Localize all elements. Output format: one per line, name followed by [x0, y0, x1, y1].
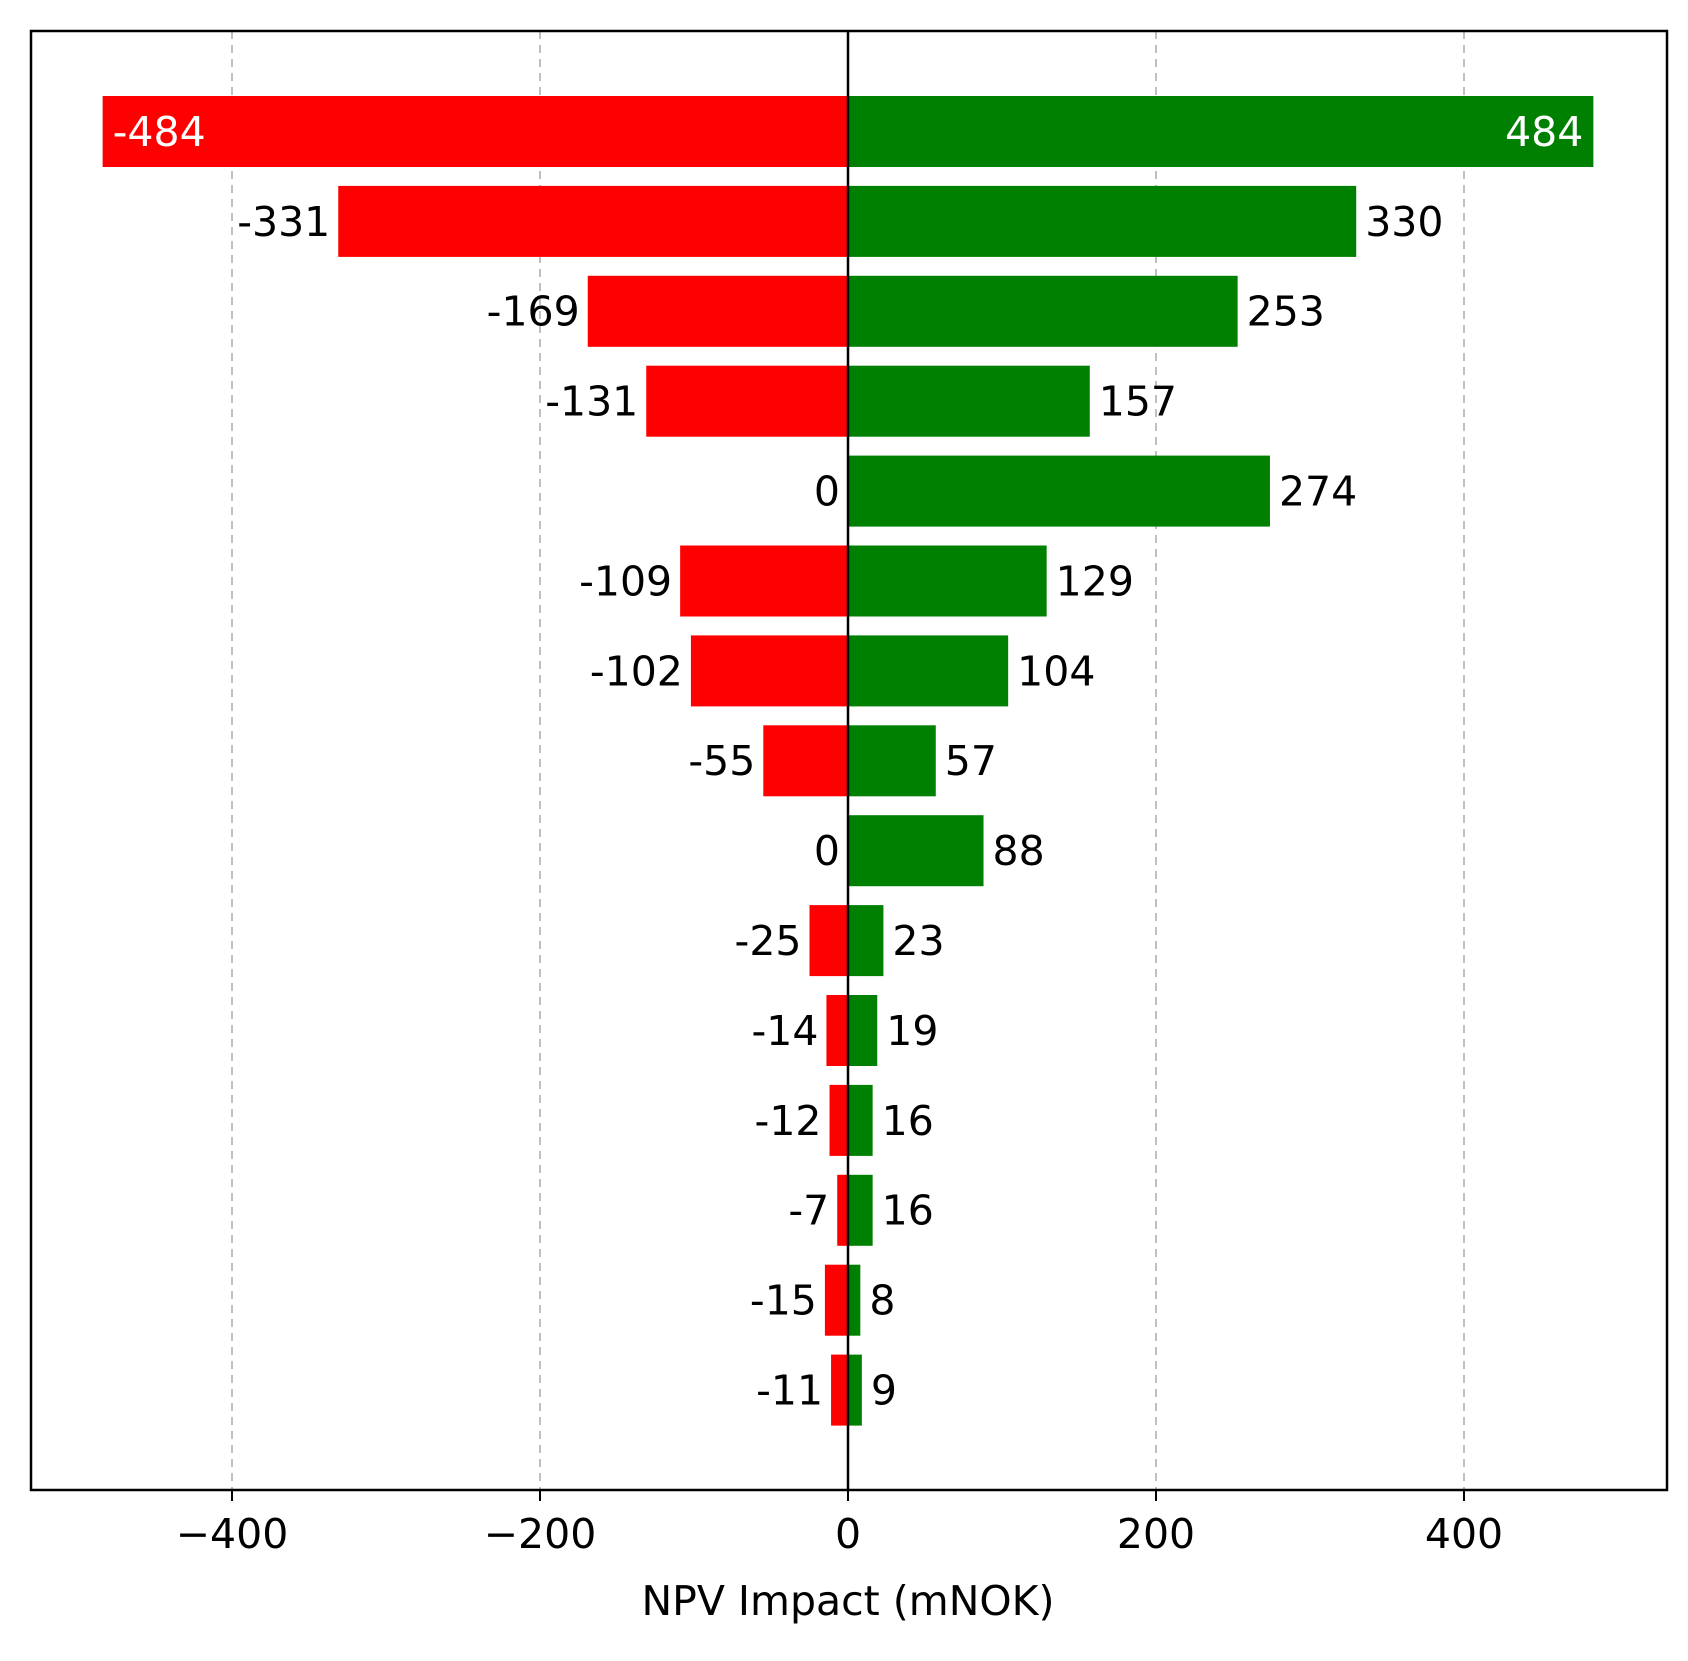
- low-value-label: -15: [750, 1277, 817, 1325]
- label-layer: -484 484 -331 330 -169 253 -131 157 0 274 -109 129 -…: [113, 108, 1584, 1415]
- high-value-label: 129: [1056, 557, 1134, 605]
- low-case-bar: [690, 635, 848, 707]
- low-value-label: -331: [237, 198, 330, 246]
- low-case-bar: [829, 1084, 848, 1156]
- x-axis-title: NPV Impact (mNOK): [641, 1577, 1054, 1625]
- high-case-bar: [848, 455, 1270, 527]
- high-case-bar: [848, 365, 1090, 437]
- bar-layer: [102, 96, 1594, 1426]
- high-case-bar: [848, 815, 984, 887]
- low-case-bar: [831, 1354, 848, 1426]
- high-case-bar: [848, 545, 1047, 617]
- x-tick-label: 0: [835, 1510, 861, 1558]
- high-value-label: 484: [1505, 108, 1583, 156]
- high-value-label: 253: [1247, 288, 1325, 336]
- high-case-bar: [848, 635, 1009, 707]
- low-value-label: -55: [688, 737, 755, 785]
- high-value-label: 19: [886, 1007, 938, 1055]
- low-case-bar: [824, 1264, 848, 1336]
- axis-layer: −400 −200 0 200 400: [29, 29, 1669, 1558]
- high-case-bar: [848, 1264, 861, 1336]
- low-value-label: -169: [487, 288, 580, 336]
- high-case-bar: [848, 1354, 862, 1426]
- high-case-bar: [848, 275, 1238, 347]
- high-case-bar: [848, 1174, 873, 1246]
- low-value-label: -7: [788, 1187, 829, 1235]
- high-case-bar: [848, 905, 884, 977]
- low-value-label: -25: [735, 917, 802, 965]
- high-value-label: 16: [882, 1097, 934, 1145]
- low-case-bar: [680, 545, 848, 617]
- high-case-bar: [848, 185, 1357, 257]
- high-value-label: 104: [1017, 647, 1095, 695]
- low-case-bar: [587, 275, 848, 347]
- x-tick-label: −400: [176, 1510, 289, 1558]
- x-tick-label: 200: [1117, 1510, 1195, 1558]
- low-value-label: 0: [814, 467, 840, 515]
- high-value-label: 57: [945, 737, 997, 785]
- low-value-label: -102: [590, 647, 683, 695]
- high-value-label: 16: [882, 1187, 934, 1235]
- low-value-label: 0: [814, 827, 840, 875]
- low-value-label: -109: [579, 557, 672, 605]
- high-value-label: 23: [892, 917, 944, 965]
- low-value-label: -14: [751, 1007, 818, 1055]
- high-case-bar: [848, 995, 878, 1066]
- high-value-label: 274: [1279, 467, 1357, 515]
- low-value-label: -131: [545, 378, 638, 426]
- x-tick-label: −200: [484, 1510, 597, 1558]
- high-case-bar: [848, 96, 1594, 167]
- low-case-bar: [809, 905, 848, 977]
- low-case-bar: [646, 365, 848, 437]
- low-case-bar: [837, 1174, 848, 1246]
- low-value-label: -12: [755, 1097, 822, 1145]
- high-case-bar: [848, 725, 936, 797]
- x-tick-label: 400: [1425, 1510, 1503, 1558]
- high-case-bar: [848, 1084, 873, 1156]
- low-case-bar: [338, 185, 848, 257]
- high-value-label: 88: [993, 827, 1045, 875]
- low-value-label: -484: [113, 108, 206, 156]
- high-value-label: 9: [871, 1366, 897, 1414]
- low-value-label: -11: [756, 1366, 823, 1414]
- low-case-bar: [102, 96, 848, 167]
- low-case-bar: [763, 725, 848, 797]
- high-value-label: 157: [1099, 378, 1177, 426]
- high-value-label: 330: [1365, 198, 1443, 246]
- low-case-bar: [826, 995, 848, 1066]
- grid-layer: [231, 31, 1465, 1490]
- high-value-label: 8: [869, 1277, 895, 1325]
